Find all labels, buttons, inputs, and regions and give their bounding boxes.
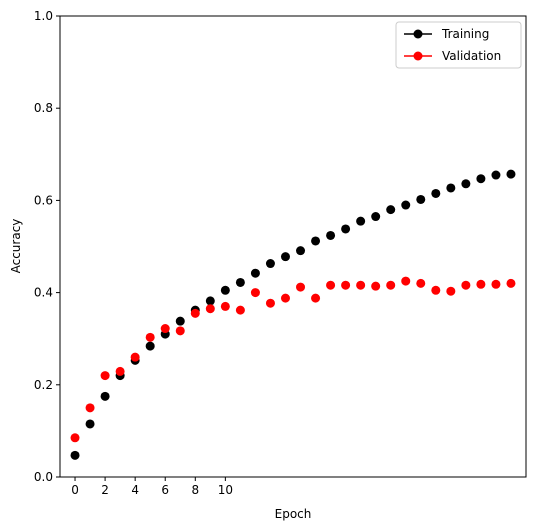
data-point-validation bbox=[145, 332, 155, 342]
data-point-training bbox=[311, 236, 321, 246]
data-point-training bbox=[175, 316, 185, 326]
plot-frame bbox=[59, 15, 527, 478]
data-point-validation bbox=[115, 366, 125, 376]
data-point-validation bbox=[356, 280, 366, 290]
data-point-validation bbox=[386, 280, 396, 290]
data-point-training bbox=[235, 277, 245, 287]
x-tick-label: 2 bbox=[101, 483, 109, 497]
data-point-training bbox=[371, 212, 381, 222]
data-point-training bbox=[326, 230, 336, 240]
legend-marker bbox=[413, 51, 423, 61]
x-tick-label: 10 bbox=[218, 483, 233, 497]
data-point-training bbox=[356, 216, 366, 226]
data-point-validation bbox=[326, 280, 336, 290]
data-point-validation bbox=[205, 304, 215, 314]
data-point-training bbox=[401, 200, 411, 210]
legend-marker bbox=[413, 29, 423, 39]
y-tick-label: 0.8 bbox=[34, 101, 53, 115]
x-tick-label: 6 bbox=[161, 483, 169, 497]
data-point-validation bbox=[130, 352, 140, 362]
data-point-training bbox=[100, 391, 110, 401]
data-point-training bbox=[145, 341, 155, 351]
data-point-training bbox=[85, 419, 95, 429]
data-point-validation bbox=[401, 276, 411, 286]
legend-label: Training bbox=[441, 27, 489, 41]
axes: 0 2 4 6 8 10 0.0 0.2 0.4 0.6 0.8 1.0 bbox=[34, 9, 527, 497]
data-point-training bbox=[446, 183, 456, 193]
data-point-validation bbox=[416, 278, 426, 288]
data-point-validation bbox=[431, 285, 441, 295]
data-point-training bbox=[491, 170, 501, 180]
y-tick-label: 1.0 bbox=[34, 9, 53, 23]
data-point-training bbox=[506, 169, 516, 179]
data-point-validation bbox=[311, 293, 321, 303]
x-axis-label: Epoch bbox=[275, 507, 312, 521]
y-tick-label: 0.4 bbox=[34, 286, 53, 300]
data-point-training bbox=[341, 224, 351, 234]
y-axis-label: Accuracy bbox=[9, 219, 23, 274]
data-point-training bbox=[220, 285, 230, 295]
data-point-training bbox=[265, 259, 275, 269]
data-point-validation bbox=[506, 278, 516, 288]
data-point-training bbox=[296, 246, 306, 256]
legend: Training Validation bbox=[395, 21, 522, 69]
data-point-validation bbox=[491, 279, 501, 289]
data-point-validation bbox=[341, 280, 351, 290]
data-point-validation bbox=[446, 286, 456, 296]
plot-area bbox=[70, 169, 516, 460]
legend-label: Validation bbox=[442, 49, 501, 63]
data-point-validation bbox=[476, 279, 486, 289]
data-point-training bbox=[70, 450, 80, 460]
data-point-validation bbox=[265, 298, 275, 308]
x-tick-label: 4 bbox=[131, 483, 139, 497]
data-point-training bbox=[476, 174, 486, 184]
x-tick-label: 8 bbox=[191, 483, 199, 497]
data-point-training bbox=[416, 194, 426, 204]
data-point-validation bbox=[100, 371, 110, 381]
legend-item-training: Training bbox=[404, 27, 489, 41]
data-point-training bbox=[386, 205, 396, 215]
data-point-validation bbox=[371, 281, 381, 291]
data-point-validation bbox=[160, 324, 170, 334]
data-point-training bbox=[205, 296, 215, 306]
data-point-validation bbox=[235, 305, 245, 315]
data-point-validation bbox=[461, 280, 471, 290]
data-point-validation bbox=[175, 326, 185, 336]
data-point-validation bbox=[280, 293, 290, 303]
x-tick-label: 0 bbox=[71, 483, 79, 497]
data-point-validation bbox=[190, 308, 200, 318]
series-validation bbox=[70, 276, 516, 443]
legend-item-validation: Validation bbox=[404, 49, 501, 63]
y-tick-label: 0.0 bbox=[34, 470, 53, 484]
data-point-validation bbox=[85, 403, 95, 413]
data-point-validation bbox=[296, 282, 306, 292]
data-point-validation bbox=[70, 433, 80, 443]
data-point-training bbox=[431, 188, 441, 198]
data-point-training bbox=[461, 179, 471, 189]
data-point-validation bbox=[220, 301, 230, 311]
data-point-validation bbox=[250, 288, 260, 298]
data-point-training bbox=[250, 268, 260, 278]
y-tick-label: 0.6 bbox=[34, 193, 53, 207]
y-tick-label: 0.2 bbox=[34, 378, 53, 392]
data-point-training bbox=[280, 252, 290, 262]
